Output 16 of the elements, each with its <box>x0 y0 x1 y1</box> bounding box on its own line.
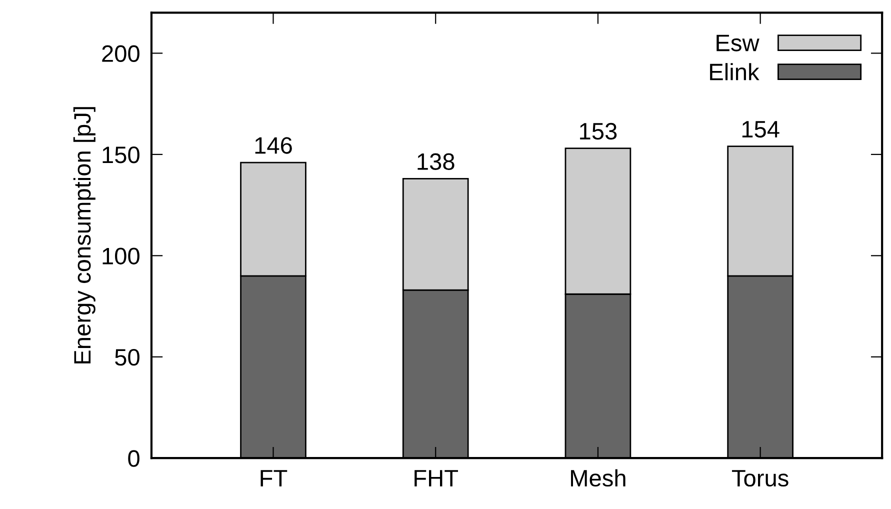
legend-label: Elink <box>710 63 760 80</box>
legend-label: Esw <box>716 34 760 52</box>
total-label: 146 <box>255 137 292 154</box>
total-label: 138 <box>418 153 454 170</box>
y-tick-label: 100 <box>102 248 140 264</box>
x-tick-label: Torus <box>732 470 788 487</box>
y-tick-label: 200 <box>102 45 140 62</box>
x-tick-label: FHT <box>414 470 458 486</box>
total-label: 154 <box>742 121 780 138</box>
x-tick-label: Mesh <box>571 469 626 487</box>
y-tick-label: 0 <box>128 450 140 467</box>
y-axis-title: Energy consumption [pJ] <box>73 107 96 364</box>
y-tick-label: 150 <box>102 146 140 164</box>
y-tick-label: 50 <box>115 348 140 366</box>
x-tick-label: FT <box>260 470 288 486</box>
total-label: 153 <box>580 122 617 140</box>
